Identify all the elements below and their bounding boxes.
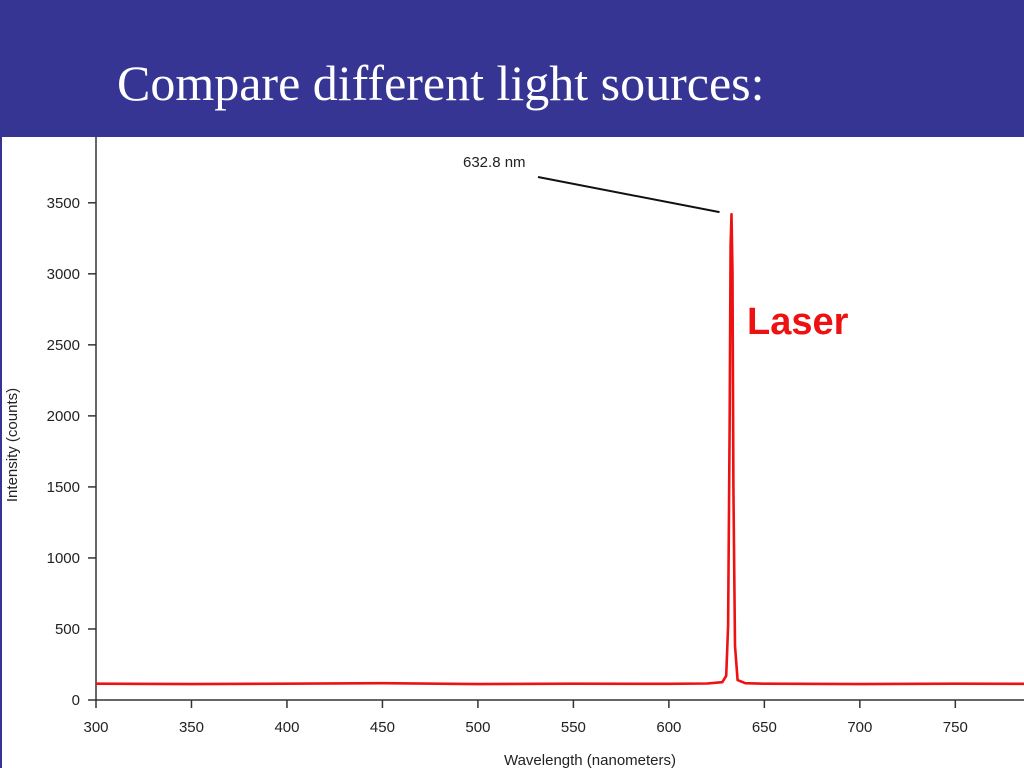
laser-series-line [95, 212, 1024, 686]
annotation-leader-line [537, 176, 720, 214]
title-bar: Compare different light sources: [0, 0, 1024, 137]
y-tick-label: 0 [72, 692, 80, 709]
x-tick-label: 350 [179, 719, 204, 736]
series-label-laser: Laser [747, 301, 849, 343]
left-edge-strip [0, 137, 2, 768]
y-tick-label: 3500 [47, 195, 80, 212]
x-tick-label: 700 [847, 719, 872, 736]
x-tick-label: 750 [943, 719, 968, 736]
peak-annotation: 632.8 nm [463, 154, 526, 171]
x-tick-label: 300 [83, 719, 108, 736]
x-tick-label: 550 [561, 719, 586, 736]
y-tick-label: 2500 [47, 337, 80, 354]
y-tick-label: 500 [55, 621, 80, 638]
x-tick-label: 400 [274, 719, 299, 736]
y-tick-label: 1500 [47, 479, 80, 496]
x-axis-title: Wavelength (nanometers) [504, 752, 676, 768]
y-tick-label: 2000 [47, 408, 80, 425]
x-tick-label: 450 [370, 719, 395, 736]
x-tick-label: 650 [752, 719, 777, 736]
y-tick-label: 1000 [47, 550, 80, 567]
x-tick-label: 500 [465, 719, 490, 736]
y-tick-label: 3000 [47, 266, 80, 283]
slide-title: Compare different light sources: [117, 55, 765, 111]
chart-panel [2, 137, 1024, 768]
x-tick-label: 600 [656, 719, 681, 736]
y-tick-label: 4000 [47, 124, 80, 141]
y-axis-ticks: 0 500 1000 1500 2000 2500 3000 3500 4000 [47, 124, 96, 709]
x-axis-ticks: 300 350 400 450 500 550 600 650 700 750 [83, 700, 968, 736]
y-axis-title: Intensity (counts) [4, 388, 21, 502]
